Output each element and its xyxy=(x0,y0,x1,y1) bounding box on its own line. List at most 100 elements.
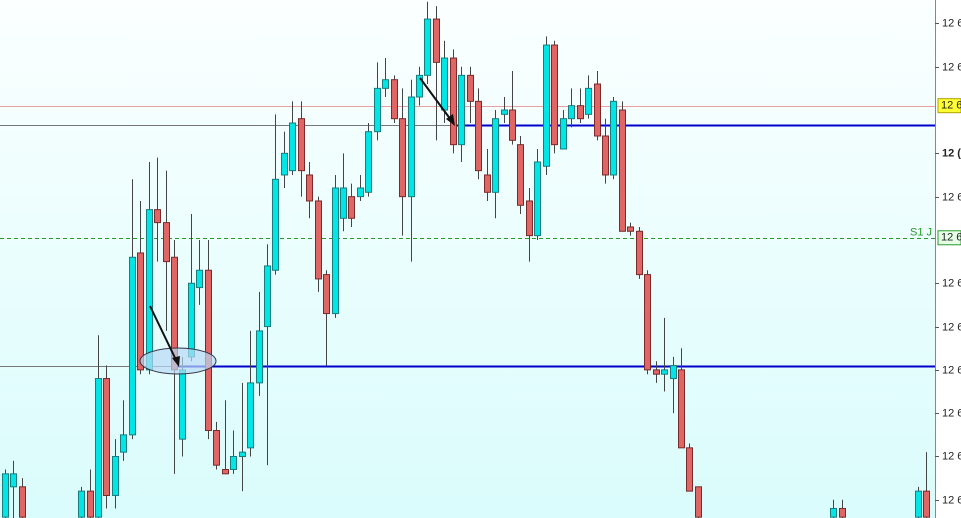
candle-body-down xyxy=(484,174,491,193)
candle-body-up xyxy=(424,18,431,76)
y-tick-label: 12 6 xyxy=(942,321,961,333)
candle-body-up xyxy=(239,451,246,457)
y-tick-label: 12 6 xyxy=(942,191,961,203)
candle-body-up xyxy=(501,109,508,115)
y-tick-label: 12 6 xyxy=(942,61,961,73)
candle-body-up xyxy=(382,79,389,89)
candle-body-up xyxy=(610,100,617,176)
candle-body-down xyxy=(636,230,643,276)
candle-body-up xyxy=(10,473,17,488)
candle-body-up xyxy=(256,330,263,384)
candle-body-up xyxy=(188,282,195,358)
candle-body-up xyxy=(585,87,592,115)
candle-body-down xyxy=(551,44,558,146)
y-tick-label: 12 6 xyxy=(942,450,961,462)
candle-body-down xyxy=(315,200,322,280)
candle-body-down xyxy=(619,109,626,232)
candle-body-up xyxy=(120,434,127,453)
candle-body-down xyxy=(163,222,170,263)
candle-body-down xyxy=(433,18,440,63)
candle-body-down xyxy=(509,109,516,141)
candle-body-up xyxy=(661,369,668,375)
candle-body-down xyxy=(298,118,305,172)
candle-body-down xyxy=(137,252,144,371)
candle-body-up xyxy=(230,455,237,470)
candle-body-down xyxy=(399,118,406,198)
plot-area xyxy=(0,1,935,518)
candle-body-down xyxy=(923,490,930,518)
price-axis-background xyxy=(935,0,961,518)
candle-body-up xyxy=(2,473,9,518)
arrow-head xyxy=(446,114,455,126)
candle-body-up xyxy=(340,187,347,219)
candle-body-up xyxy=(458,74,465,146)
candle-body-down xyxy=(222,468,229,475)
candle-body-up xyxy=(416,74,423,98)
candle-body-down xyxy=(103,378,110,496)
candle-body-down xyxy=(594,83,601,137)
candle-body-up xyxy=(332,187,339,315)
candle-body-up xyxy=(289,122,296,172)
candle-body-down xyxy=(686,447,693,492)
candle-body-up xyxy=(112,455,119,496)
candle-body-up xyxy=(915,490,922,518)
candle-body-up xyxy=(264,265,271,328)
y-tick-label: 12 6 xyxy=(942,277,961,289)
candle-body-up xyxy=(95,378,102,518)
candle-body-down xyxy=(475,100,482,172)
candle-body-down xyxy=(526,200,533,237)
candle-body-up xyxy=(374,87,381,133)
candle-body-down xyxy=(205,269,212,432)
y-tick-label: 12 6 xyxy=(942,494,961,506)
candle-body-down xyxy=(695,486,702,518)
candle-body-down xyxy=(644,274,651,371)
candle-body-up xyxy=(281,152,288,176)
candle-body-up xyxy=(357,187,364,198)
annotations xyxy=(139,77,455,375)
price-tag-label: 12 6 xyxy=(941,100,961,112)
candle-body-up xyxy=(560,118,567,150)
candle-body-up xyxy=(670,365,677,380)
candle-body-up xyxy=(247,382,254,449)
candle-body-up xyxy=(543,44,550,167)
candle-body-up xyxy=(365,131,372,193)
price-tag xyxy=(937,230,961,246)
candle-body-down xyxy=(678,369,685,449)
candle-body-up xyxy=(568,105,575,120)
candle-body-up xyxy=(441,57,448,111)
y-tick-label: 12 6 xyxy=(942,364,961,376)
candle-body-up xyxy=(534,161,541,237)
candle-body-down xyxy=(602,135,609,176)
price-tag-label: 12 6 xyxy=(941,232,961,244)
candle-body-down xyxy=(391,79,398,120)
candle-body-up xyxy=(146,209,153,371)
y-tick-label: 12 ( xyxy=(942,147,961,159)
candle-body-down xyxy=(450,57,457,146)
y-tick-label: 12 6 xyxy=(942,407,961,419)
support-name: S1 J xyxy=(910,226,932,238)
candle-body-down xyxy=(577,105,584,120)
candle-body-up xyxy=(78,490,85,518)
candle-body-up xyxy=(196,269,203,289)
candle-body-down xyxy=(517,144,524,206)
candle-body-down xyxy=(839,507,846,518)
candle-body-down xyxy=(306,174,313,202)
candle-body-down xyxy=(467,74,474,102)
arrow-head xyxy=(172,356,180,367)
candle-body-up xyxy=(179,369,186,440)
candle-body-down xyxy=(627,226,634,232)
candle-body-down xyxy=(348,196,355,219)
candle-body-up xyxy=(408,96,415,198)
price-tag xyxy=(937,98,961,114)
candle-body-down xyxy=(154,209,161,224)
arrow xyxy=(149,305,178,363)
arrow xyxy=(419,77,452,121)
candle-body-up xyxy=(492,118,499,193)
price-axis: 12 6 12 6 12 ( 12 6 12 6 12 6 12 6 12 6 12 6 12 6… xyxy=(935,17,961,506)
candle-body-down xyxy=(213,430,220,466)
candle-body-down xyxy=(19,486,26,518)
candle-body-up xyxy=(830,507,837,518)
candle-body-down xyxy=(323,274,330,315)
